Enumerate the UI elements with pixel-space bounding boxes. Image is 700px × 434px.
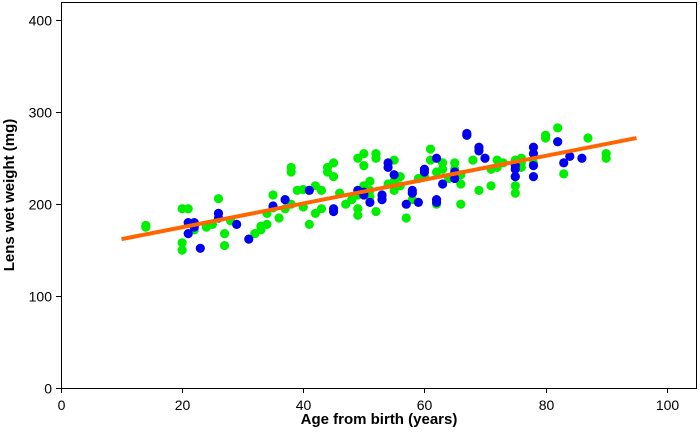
data-point-green: [456, 199, 466, 209]
data-point-blue: [528, 160, 539, 171]
data-point-blue: [365, 197, 375, 207]
data-point-blue: [577, 153, 587, 163]
data-point-green: [553, 123, 563, 133]
data-point-green: [353, 210, 363, 220]
data-point-green: [425, 144, 436, 154]
data-point-green: [304, 219, 314, 230]
y-tick-label: 400: [29, 13, 53, 29]
data-point-green: [177, 245, 187, 255]
data-point-green: [450, 158, 460, 168]
data-point-green: [371, 149, 381, 159]
data-point-blue: [328, 206, 339, 217]
data-point-blue: [553, 137, 563, 147]
data-point-blue: [280, 194, 290, 205]
data-point-blue: [480, 153, 490, 163]
data-point-green: [177, 238, 187, 248]
data-point-green: [316, 204, 327, 214]
data-point-green: [328, 158, 339, 168]
data-point-blue: [304, 185, 314, 196]
data-point-blue: [389, 170, 399, 180]
data-point-green: [262, 219, 272, 230]
data-point-green: [371, 206, 381, 217]
data-point-green: [183, 204, 193, 214]
data-point-green: [268, 190, 278, 200]
x-tick-label: 0: [58, 397, 66, 413]
data-point-blue: [462, 128, 472, 139]
data-point-green: [601, 149, 611, 159]
data-point-green: [219, 240, 230, 251]
data-point-blue: [474, 146, 484, 156]
x-tick-label: 40: [296, 397, 312, 413]
x-tick-label: 80: [539, 397, 555, 413]
y-tick-label: 200: [29, 197, 53, 213]
data-point-green: [456, 179, 466, 189]
data-point-green: [359, 160, 369, 171]
data-point-green: [219, 229, 230, 239]
x-axis-title: Age from birth (years): [301, 411, 458, 428]
data-point-green: [141, 220, 151, 230]
data-point-blue: [244, 234, 254, 244]
data-point-green: [510, 188, 520, 198]
data-point-green: [583, 133, 593, 143]
data-point-blue: [377, 190, 387, 200]
data-point-green: [286, 162, 296, 173]
data-point-green: [540, 130, 551, 140]
data-point-blue: [401, 199, 411, 209]
y-tick-label: 300: [29, 105, 53, 121]
data-point-green: [353, 204, 363, 214]
data-point-green: [559, 169, 569, 179]
data-point-green: [365, 176, 375, 186]
data-point-blue: [528, 172, 539, 182]
data-point-blue: [232, 219, 242, 230]
y-axis-ticks: 0 100 200 300 400: [29, 13, 61, 397]
data-point-green: [359, 149, 369, 159]
y-axis-title: Lens wet weight (mg): [1, 119, 18, 272]
data-point-green: [468, 155, 478, 165]
y-tick-label: 100: [29, 289, 53, 305]
data-point-blue: [419, 167, 430, 177]
y-tick-label: 0: [44, 381, 52, 397]
data-point-blue: [183, 229, 193, 239]
data-point-green: [274, 213, 284, 223]
data-point-blue: [413, 197, 423, 207]
data-point-blue: [438, 179, 448, 189]
x-tick-label: 60: [417, 397, 433, 413]
data-point-blue: [431, 194, 442, 205]
data-point-green: [328, 172, 339, 182]
x-tick-label: 100: [656, 397, 680, 413]
x-axis-ticks: 0 20 40 60 80 100: [58, 388, 680, 413]
data-point-green: [438, 164, 448, 174]
data-point-green: [213, 194, 224, 204]
data-point-green: [474, 185, 484, 196]
data-point-blue: [431, 153, 442, 163]
data-point-blue: [407, 188, 417, 198]
data-point-green: [510, 181, 520, 191]
data-point-blue: [383, 162, 393, 173]
data-point-green: [486, 181, 496, 191]
data-point-blue: [195, 243, 205, 253]
data-point-blue: [528, 142, 539, 152]
data-point-green: [401, 213, 411, 223]
trend-line: [121, 136, 637, 242]
data-point-blue: [559, 158, 569, 168]
data-point-blue: [510, 172, 520, 182]
x-tick-label: 20: [175, 397, 191, 413]
data-point-green: [316, 185, 327, 196]
data-point-blue: [565, 151, 575, 161]
